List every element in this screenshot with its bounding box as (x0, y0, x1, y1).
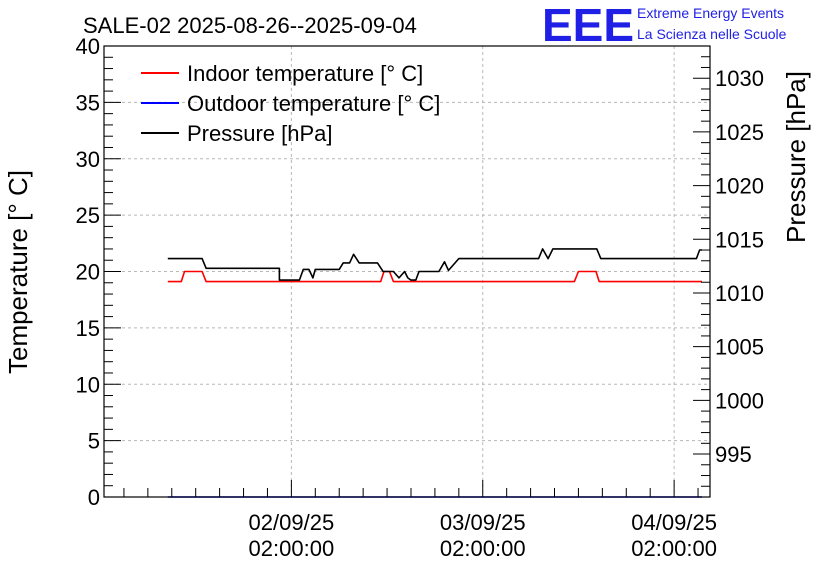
right-axis: 995 1000 1005 1010 1015 1020 1025 1030 (693, 45, 764, 498)
left-tick-label: 40 (76, 34, 100, 59)
eee-logo-mark: EEE (542, 0, 634, 51)
x-tick-label-time: 02:00:00 (631, 536, 717, 561)
legend-label: Indoor temperature [° C] (187, 61, 423, 86)
left-tick-label: 15 (76, 316, 100, 341)
left-tick-label: 0 (88, 485, 100, 510)
legend: Indoor temperature [° C] Outdoor temperat… (141, 61, 440, 146)
eee-logo: EEE Extreme Energy Events La Scienza nel… (542, 0, 787, 51)
right-tick-label: 1030 (715, 66, 764, 91)
right-tick-label: 1000 (715, 388, 764, 413)
right-tick-label: 1015 (715, 227, 764, 252)
right-axis-title: Pressure [hPa] (781, 71, 811, 243)
left-axis-title: Temperature [° C] (3, 170, 33, 374)
x-axis: 02/09/2502:00:0003/09/2502:00:0004/09/25… (123, 480, 717, 561)
right-tick-label: 995 (715, 442, 752, 467)
x-tick-label-time: 02:00:00 (440, 536, 526, 561)
right-tick-label: 1010 (715, 281, 764, 306)
x-tick-label-time: 02:00:00 (249, 536, 335, 561)
legend-label: Outdoor temperature [° C] (187, 91, 440, 116)
legend-label: Pressure [hPa] (187, 121, 333, 146)
x-tick-label-date: 04/09/25 (631, 510, 717, 535)
eee-logo-line2: La Scienza nelle Scuole (637, 26, 787, 42)
x-tick-label-date: 03/09/25 (440, 510, 526, 535)
left-tick-label: 30 (76, 147, 100, 172)
left-tick-label: 25 (76, 203, 100, 228)
right-tick-label: 1020 (715, 174, 764, 199)
right-tick-label: 1005 (715, 335, 764, 360)
chart-title: SALE-02 2025-08-26--2025-09-04 (83, 13, 417, 38)
right-tick-label: 1025 (715, 120, 764, 145)
left-tick-label: 5 (88, 429, 100, 454)
left-tick-label: 20 (76, 260, 100, 285)
x-tick-label-date: 02/09/25 (249, 510, 335, 535)
eee-logo-line1: Extreme Energy Events (637, 5, 784, 21)
grid (104, 46, 710, 497)
left-tick-label: 35 (76, 90, 100, 115)
left-axis: 0 5 10 15 20 25 30 35 40 (76, 34, 121, 510)
left-tick-label: 10 (76, 372, 100, 397)
series-line-0 (167, 270, 702, 283)
series-line-2 (167, 248, 702, 281)
